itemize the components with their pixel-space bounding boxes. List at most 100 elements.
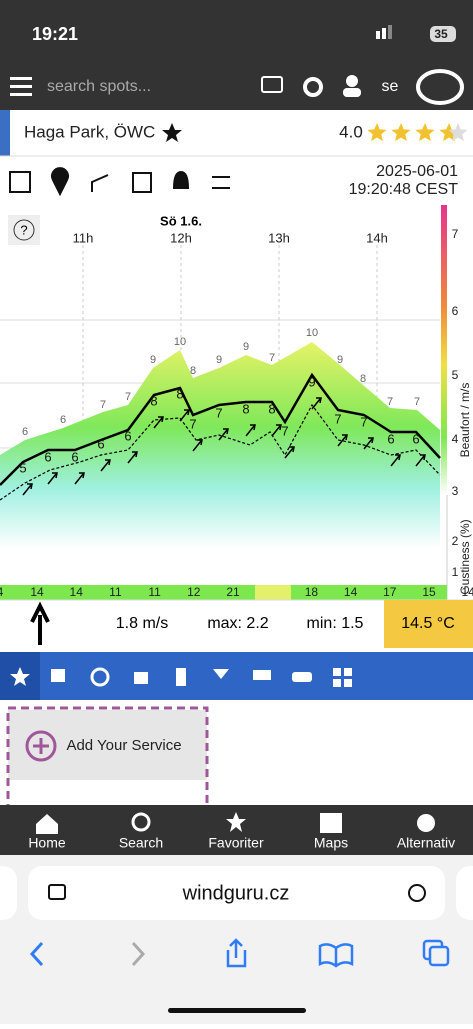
bottom-nav-icons: [36, 812, 435, 834]
wind-label: 6: [412, 431, 419, 446]
reload-icon[interactable]: [408, 884, 426, 902]
current-wind: 1.8 m/s: [116, 615, 168, 632]
wind-label: 7: [360, 414, 367, 429]
scale-tick: 1: [452, 565, 459, 579]
logo[interactable]: [416, 69, 464, 105]
strip-cell: [255, 585, 291, 600]
gust-label: 7: [269, 352, 275, 364]
search-icon[interactable]: [131, 812, 151, 832]
profile-icon[interactable]: [91, 174, 109, 192]
gust-label: 7: [414, 396, 420, 408]
wind-arrow: [153, 416, 164, 429]
gust-label: 7: [387, 396, 393, 408]
service-label[interactable]: Add Your Service: [66, 737, 181, 754]
home-icon[interactable]: [36, 814, 58, 834]
strip-value: 14: [344, 585, 358, 599]
tab-bar: [0, 652, 473, 700]
wind-label: 7: [215, 405, 222, 420]
tab-shop[interactable]: [253, 670, 271, 680]
scale-label: Beaufort / m/s: [458, 383, 472, 458]
gust-label: 10: [306, 327, 318, 339]
bottom-nav-label[interactable]: Search: [119, 835, 163, 851]
tab-bar-icon[interactable]: [213, 669, 229, 679]
help-text[interactable]: ?: [20, 222, 27, 237]
strip-value: 12: [187, 585, 201, 599]
url[interactable]: windguru.cz: [182, 882, 290, 904]
day-label: Sö 1.6.: [160, 213, 202, 228]
scale-tick: 3: [452, 484, 459, 498]
wind-label: 8: [150, 393, 157, 408]
url-bar[interactable]: [28, 866, 445, 920]
bookmarks-button[interactable]: [318, 943, 354, 968]
tab-preview: [456, 866, 473, 920]
forward-button[interactable]: [131, 941, 146, 967]
search-input[interactable]: search spots...: [47, 78, 151, 95]
gust-label: 10: [174, 336, 186, 348]
tab-preview: [0, 866, 17, 920]
tab-car[interactable]: [292, 672, 312, 682]
chat-icon[interactable]: [261, 76, 283, 93]
wind-arrow: [100, 459, 111, 472]
user-icon[interactable]: [343, 75, 361, 97]
wind-label: 8: [242, 401, 249, 416]
bottom-nav-label[interactable]: Alternativ: [397, 835, 455, 851]
wind-label: 6: [44, 449, 51, 464]
gust-label: 8: [190, 365, 196, 377]
current-max: max: 2.2: [207, 615, 268, 632]
bottom-nav-label[interactable]: Maps: [314, 835, 348, 851]
calendar-icon[interactable]: [132, 172, 152, 193]
gust-label: 9: [337, 354, 343, 366]
time: 19:20:48 CEST: [349, 181, 459, 198]
tab-spots[interactable]: [90, 667, 110, 687]
scale-tick: 7: [452, 227, 459, 241]
current-min: min: 1.5: [307, 615, 364, 632]
alert-icon[interactable]: [172, 170, 190, 189]
color-scale: [441, 205, 447, 495]
wind-arrow: [284, 446, 295, 459]
help-circle: [13, 219, 35, 241]
strip-value: 18: [305, 585, 319, 599]
wind-arrow: [245, 424, 256, 437]
wind-label: 8: [176, 386, 183, 401]
settings-icon[interactable]: [303, 77, 323, 97]
tab-webcam[interactable]: [51, 669, 65, 682]
wind-arrow: [311, 397, 322, 410]
switch-icon[interactable]: [212, 176, 230, 189]
gust-label: 9: [150, 354, 156, 366]
tab-icons: [10, 667, 352, 687]
tab-more[interactable]: [333, 668, 341, 676]
strip-value: 21: [226, 585, 240, 599]
rating: 4.0: [339, 122, 363, 141]
signal: [376, 31, 380, 39]
hour-label: 14h: [366, 230, 388, 245]
bottom-nav-label[interactable]: Favoriter: [208, 835, 264, 851]
back-button[interactable]: [29, 941, 44, 967]
menu-button[interactable]: [10, 77, 32, 96]
map-icon[interactable]: [51, 167, 69, 197]
hour-label: 11h: [73, 230, 94, 245]
wind-label: 5: [19, 460, 26, 475]
temp-box: [384, 600, 473, 648]
hour-label: 12h: [170, 230, 192, 245]
bottom-nav-label[interactable]: Home: [28, 835, 66, 851]
tab-favorites[interactable]: [10, 667, 30, 686]
maps-icon[interactable]: [320, 813, 342, 833]
favorites-icon[interactable]: [226, 812, 246, 832]
wind-arrow: [337, 434, 348, 447]
wind-arrow: [415, 454, 426, 467]
reader-icon[interactable]: [48, 884, 66, 900]
wind-arrow: [271, 424, 282, 437]
gust-label: 6: [60, 414, 66, 426]
table-icon[interactable]: [9, 171, 31, 193]
favorite-star[interactable]: [162, 123, 182, 142]
wind-arrow: [127, 451, 138, 464]
gust-scale-label: Gustiness (%): [458, 519, 472, 594]
tab-home[interactable]: [134, 672, 148, 684]
tab-food[interactable]: [176, 668, 186, 686]
current-temp: 14.5 °C: [401, 615, 455, 632]
share-button[interactable]: [226, 938, 247, 968]
wind-label: 6: [71, 449, 78, 464]
language[interactable]: se: [382, 78, 399, 95]
scale-tick: 6: [452, 304, 459, 318]
settings-icon[interactable]: [417, 814, 435, 832]
